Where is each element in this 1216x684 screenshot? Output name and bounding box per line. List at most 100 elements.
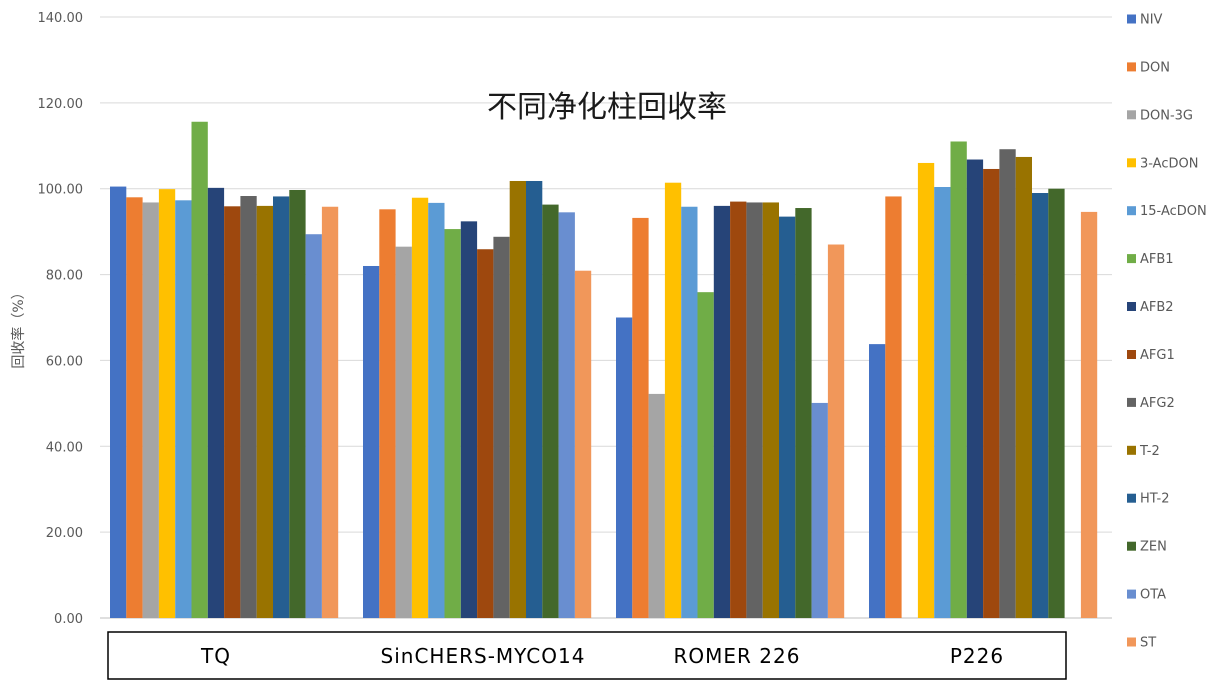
legend-swatch [1127,445,1136,455]
bar-15-acdon-2 [428,202,445,618]
bar-st-2 [574,270,592,618]
category-label: TQ [200,644,231,668]
legend-swatch [1127,541,1136,551]
legend-swatch [1127,206,1136,216]
bar-don-3g-1 [142,202,159,618]
bar-afg2-3 [746,202,763,618]
bar-ht-2-2 [526,180,543,619]
legend-label: ZEN [1140,540,1167,555]
bar-t-2-4 [1015,156,1032,618]
category-label: SinCHERS-MYCO14 [381,644,586,668]
bar-afg1-4 [983,168,1000,618]
bar-afg2-4 [999,149,1016,618]
bar-ota-1 [305,234,322,618]
bar-afg2-1 [240,196,257,618]
bar-niv-1 [110,186,127,618]
legend-swatch [1127,397,1136,407]
legend-label: T-2 [1139,444,1160,459]
bar-zen-4 [1048,188,1065,618]
bar-afb2-1 [207,187,225,619]
bar-afg2-2 [493,236,510,619]
legend-swatch [1127,14,1136,24]
y-tick-label: 80.00 [46,269,83,284]
bar-don-3 [632,217,649,618]
bar-afb2-3 [713,205,731,618]
bar-zen-2 [542,204,559,618]
bar-afg1-3 [730,201,747,618]
bar-t-2-2 [509,180,526,619]
bar-3-acdon-3 [664,182,682,618]
y-tick-label: 100.00 [38,183,84,198]
bar-niv-3 [616,317,633,618]
y-tick-label: 0.00 [54,612,83,627]
bar-niv-2 [363,265,380,618]
bar-afb2-2 [460,221,478,618]
y-tick-label: 60.00 [46,354,83,369]
bar-t-2-1 [256,205,273,618]
bar-zen-1 [289,190,306,618]
y-axis-label: 回收率（%） [10,285,27,368]
legend: NIV DON DON-3G 3-AcDON 15-AcDON AFB1 AFB2 AFG1 A… [1127,13,1207,651]
legend-label: AFB2 [1140,300,1174,315]
bar-don-3g-2 [395,246,412,619]
bar-ht-2-3 [779,216,796,618]
legend-swatch [1127,62,1136,72]
y-tick-label: 40.00 [46,440,83,455]
y-tick-label: 20.00 [46,526,83,541]
bar-st-3 [827,244,845,618]
legend-swatch [1127,302,1136,311]
bar-afg1-1 [224,206,241,618]
legend-label: HT-2 [1140,492,1170,507]
bar-afb1-4 [950,141,967,619]
bar-ht-2-4 [1032,193,1049,618]
bar-ota-2 [558,212,575,618]
bar-afg1-2 [477,249,494,619]
bar-don-4 [885,196,902,618]
legend-swatch [1127,110,1136,120]
legend-swatch [1127,350,1136,359]
legend-label: AFG2 [1140,396,1175,411]
bar-don-3g-3 [648,393,665,618]
bar-niv-4 [869,344,886,618]
legend-swatch [1127,158,1136,168]
category-labels: TQ SinCHERS-MYCO14 ROMER 226 P226 [200,644,1004,668]
bar-don-1 [126,197,143,619]
y-axis-ticks: 0.00 20.00 40.00 60.00 80.00 100.00 120.00 140.… [38,11,84,627]
chart-title: 不同净化柱回收率 [487,90,727,125]
legend-label: NIV [1140,13,1163,28]
category-label: ROMER 226 [674,644,801,668]
bars [110,121,1098,619]
bar-15-acdon-1 [175,200,192,618]
bar-afb1-2 [444,229,461,618]
bar-ota-3 [811,402,828,618]
bar-3-acdon-2 [411,197,429,619]
legend-label: DON-3G [1140,108,1193,123]
legend-swatch [1127,254,1136,264]
bar-afb1-3 [697,292,714,618]
bar-st-1 [321,206,339,619]
legend-swatch [1127,493,1136,503]
legend-label: AFG1 [1140,348,1175,363]
bar-t-2-3 [762,202,779,618]
category-axis-box [107,631,1067,680]
bar-afb1-1 [191,121,208,618]
legend-swatch [1127,637,1136,647]
legend-label: ST [1140,636,1156,651]
legend-label: AFB1 [1140,252,1174,267]
legend-label: 3-AcDON [1140,156,1198,171]
legend-label: DON [1140,60,1170,75]
bar-3-acdon-1 [158,189,176,618]
legend-swatch [1127,589,1136,599]
y-tick-label: 120.00 [38,97,84,112]
legend-label: 15-AcDON [1140,204,1207,219]
bar-3-acdon-4 [917,162,935,618]
bar-ht-2-1 [273,196,290,618]
bar-zen-3 [795,208,812,618]
legend-label: OTA [1140,588,1166,603]
bar-don-2 [379,209,396,618]
category-label: P226 [950,644,1004,668]
bar-15-acdon-3 [681,206,698,619]
bar-15-acdon-4 [934,187,951,618]
bar-st-4 [1080,211,1098,618]
